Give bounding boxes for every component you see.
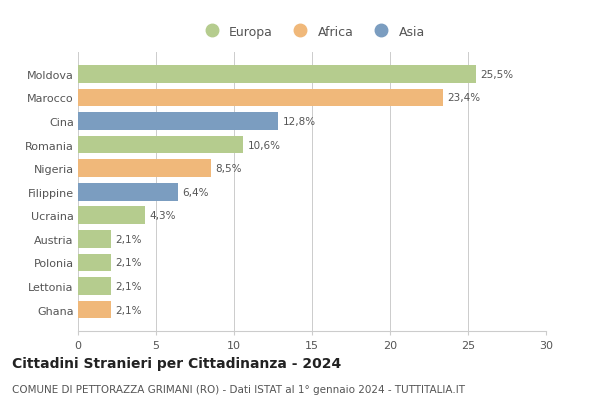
Text: 23,4%: 23,4%	[448, 93, 481, 103]
Text: 6,4%: 6,4%	[182, 187, 209, 197]
Bar	[78, 207, 145, 225]
Bar	[78, 254, 111, 272]
Text: 10,6%: 10,6%	[248, 140, 281, 150]
Bar	[78, 89, 443, 107]
Bar	[78, 160, 211, 178]
Text: 8,5%: 8,5%	[215, 164, 242, 174]
Text: 2,1%: 2,1%	[115, 234, 142, 244]
Bar	[78, 113, 278, 130]
Bar	[78, 136, 244, 154]
Text: 25,5%: 25,5%	[481, 70, 514, 80]
Bar	[78, 230, 111, 248]
Bar	[78, 277, 111, 295]
Text: 2,1%: 2,1%	[115, 305, 142, 315]
Text: Cittadini Stranieri per Cittadinanza - 2024: Cittadini Stranieri per Cittadinanza - 2…	[12, 356, 341, 370]
Bar	[78, 301, 111, 319]
Text: COMUNE DI PETTORAZZA GRIMANI (RO) - Dati ISTAT al 1° gennaio 2024 - TUTTITALIA.I: COMUNE DI PETTORAZZA GRIMANI (RO) - Dati…	[12, 384, 465, 394]
Bar	[78, 66, 476, 83]
Text: 2,1%: 2,1%	[115, 258, 142, 268]
Text: 12,8%: 12,8%	[283, 117, 316, 127]
Text: 4,3%: 4,3%	[150, 211, 176, 221]
Bar	[78, 183, 178, 201]
Legend: Europa, Africa, Asia: Europa, Africa, Asia	[194, 20, 430, 43]
Text: 2,1%: 2,1%	[115, 281, 142, 291]
